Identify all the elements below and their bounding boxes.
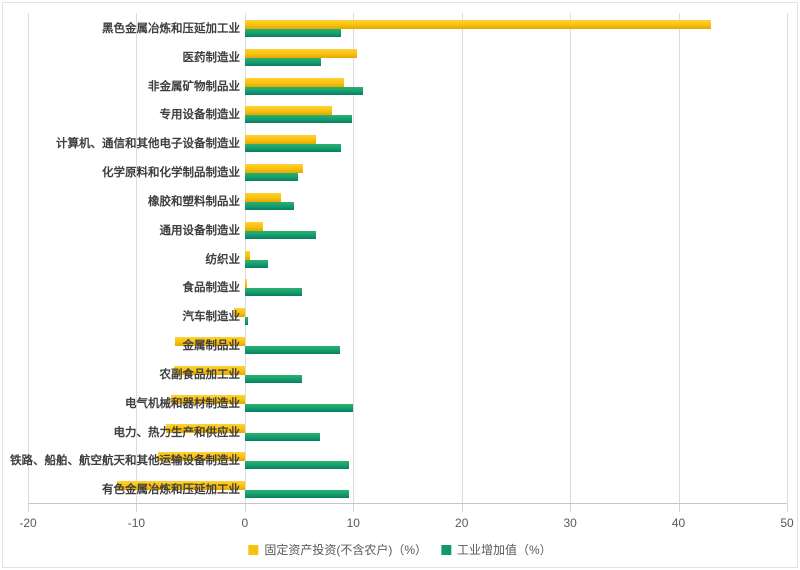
bar-investment-row-2 [244, 77, 344, 87]
bar-added-value-row-2 [244, 86, 364, 95]
bar-added-value-row-14 [244, 432, 320, 441]
bar-investment-row-12 [174, 365, 245, 375]
x-tick-label-10: 10 [346, 516, 360, 530]
bar-added-value-row-7 [244, 230, 317, 239]
tick-mark--10 [136, 503, 138, 512]
category-label-2: 非金属矿物制品业 [148, 80, 240, 93]
bar-added-value-row-10 [244, 317, 249, 326]
bar-added-value-row-5 [244, 173, 298, 182]
category-label-15: 铁路、船舶、航空航天和其他运输设备制造业 [10, 455, 240, 468]
gridline-20 [461, 13, 463, 503]
category-label-16: 有色金属冶炼和压延加工业 [102, 484, 240, 497]
category-label-6: 橡胶和塑料制品业 [148, 195, 240, 208]
bar-added-value-row-9 [244, 288, 303, 297]
legend-swatch-green [441, 544, 451, 555]
tick-mark-30 [570, 503, 572, 512]
bar-investment-row-4 [244, 135, 317, 145]
category-label-12: 农副食品加工业 [159, 368, 241, 381]
bar-added-value-row-11 [244, 346, 341, 355]
bar-added-value-row-16 [244, 490, 349, 499]
category-label-0: 黑色金属冶炼和压延加工业 [102, 23, 240, 35]
tick-mark-20 [461, 503, 463, 512]
bar-added-value-row-1 [244, 57, 321, 66]
bar-investment-row-3 [244, 106, 332, 116]
tick-mark-0 [244, 503, 246, 512]
category-label-7: 通用设备制造业 [159, 224, 241, 237]
tick-mark-50 [787, 503, 788, 512]
bar-investment-row-5 [244, 164, 304, 174]
x-tick-label--20: -20 [19, 516, 37, 530]
bar-investment-row-15 [158, 452, 245, 462]
gridline--20 [28, 13, 29, 503]
bar-investment-row-9 [244, 279, 247, 289]
category-label-14: 电力、热力生产和供应业 [113, 426, 241, 439]
tick-mark-10 [353, 503, 355, 512]
bar-investment-row-16 [116, 481, 245, 491]
category-label-8: 纺织业 [205, 253, 241, 266]
category-label-13: 电气机械和器材制造业 [125, 397, 240, 410]
bar-added-value-row-0 [244, 29, 342, 37]
bar-investment-row-11 [175, 337, 245, 347]
plot-area [28, 13, 788, 512]
bar-added-value-row-3 [244, 115, 353, 124]
legend-item-fixed-asset-investment: 固定资产投资(不含农户)（%） [248, 541, 427, 558]
bar-investment-row-10 [234, 308, 245, 318]
x-axis-line [28, 503, 787, 504]
legend-swatch-yellow [248, 544, 259, 555]
x-tick-label-50: 50 [780, 516, 794, 530]
category-label-10: 汽车制造业 [182, 311, 241, 324]
bar-added-value-row-8 [244, 259, 268, 268]
gridline-50 [787, 13, 788, 503]
category-label-3: 专用设备制造业 [159, 109, 241, 122]
gridline--10 [136, 13, 138, 503]
legend-label-fixed-asset-investment: 固定资产投资(不含农户)（%） [264, 543, 427, 557]
category-label-5: 化学原料和化学制品制造业 [102, 167, 240, 180]
bar-investment-row-8 [244, 250, 251, 260]
bar-investment-row-1 [244, 48, 357, 58]
x-tick-label-30: 30 [563, 516, 577, 530]
bar-added-value-row-4 [244, 144, 342, 153]
legend-label-industrial-added-value: 工业增加值（%） [457, 543, 552, 557]
legend-item-industrial-added-value: 工业增加值（%） [441, 541, 552, 558]
x-tick-label--10: -10 [127, 516, 146, 530]
tick-mark--20 [28, 503, 29, 512]
category-label-4: 计算机、通信和其他电子设备制造业 [56, 138, 240, 151]
bar-investment-row-13 [171, 394, 245, 404]
x-tick-label-40: 40 [671, 516, 686, 530]
x-tick-label-0: 0 [241, 516, 249, 530]
chart-legend: 固定资产投资(不含农户)（%） 工业增加值（%） [248, 541, 552, 558]
bar-investment-row-14 [165, 423, 245, 433]
bar-investment-row-7 [244, 221, 264, 231]
bar-added-value-row-15 [244, 461, 349, 470]
gridline-40 [678, 13, 680, 503]
bar-investment-row-6 [244, 192, 281, 202]
gridline-10 [353, 13, 355, 503]
bar-added-value-row-13 [244, 403, 354, 412]
x-tick-label-20: 20 [455, 516, 469, 530]
gridline-30 [570, 13, 572, 503]
bar-added-value-row-6 [244, 201, 294, 210]
category-label-9: 食品制造业 [182, 282, 241, 295]
category-label-11: 金属制品业 [182, 340, 241, 353]
bar-added-value-row-12 [244, 374, 303, 383]
bar-investment-row-0 [244, 20, 712, 29]
tick-mark-40 [678, 503, 680, 512]
category-label-1: 医药制造业 [182, 51, 241, 64]
